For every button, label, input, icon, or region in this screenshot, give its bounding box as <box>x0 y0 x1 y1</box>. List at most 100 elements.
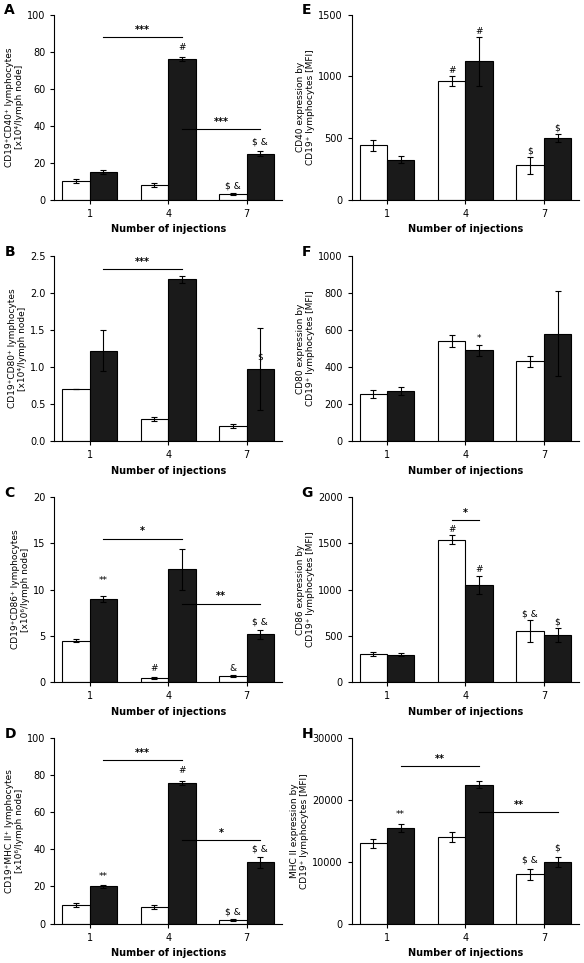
Bar <box>387 655 415 683</box>
Text: &: & <box>230 664 237 673</box>
Y-axis label: CD86 expression by
CD19⁺ lymphocytes [MFI]: CD86 expression by CD19⁺ lymphocytes [MF… <box>296 532 315 647</box>
Bar <box>168 569 196 683</box>
Text: G: G <box>301 486 313 500</box>
Bar <box>246 153 274 200</box>
Y-axis label: CD19⁺CD86⁺ lymphocytes
[x10⁶/lymph node]: CD19⁺CD86⁺ lymphocytes [x10⁶/lymph node] <box>11 530 30 649</box>
X-axis label: Number of injections: Number of injections <box>110 949 226 958</box>
Text: **: ** <box>513 800 523 810</box>
Text: ***: *** <box>135 24 150 35</box>
Text: $: $ <box>555 617 561 627</box>
Text: *: * <box>140 527 145 536</box>
Bar <box>141 678 168 683</box>
Text: **: ** <box>435 754 445 764</box>
Bar <box>544 138 571 200</box>
Y-axis label: CD80 expression by
CD19⁺ lymphocytes [MFI]: CD80 expression by CD19⁺ lymphocytes [MF… <box>296 291 315 406</box>
Text: #: # <box>151 664 158 673</box>
Bar <box>387 391 415 441</box>
Bar <box>246 635 274 683</box>
Bar <box>62 905 90 924</box>
Text: **: ** <box>99 872 108 881</box>
Bar <box>62 181 90 200</box>
Bar <box>168 279 196 441</box>
Text: $: $ <box>555 844 561 852</box>
Bar <box>465 62 493 200</box>
Text: #: # <box>448 525 456 534</box>
Text: F: F <box>301 245 311 259</box>
Bar <box>141 907 168 924</box>
Text: B: B <box>5 245 15 259</box>
Bar <box>246 369 274 441</box>
Text: $: $ <box>555 123 561 133</box>
Text: A: A <box>5 4 15 17</box>
Text: $ &: $ & <box>522 856 538 865</box>
Bar <box>516 631 544 683</box>
Text: #: # <box>475 565 483 574</box>
Text: C: C <box>5 486 15 500</box>
Text: ***: *** <box>135 257 150 267</box>
Bar <box>465 351 493 441</box>
Bar <box>219 676 246 683</box>
Text: $ &: $ & <box>252 617 268 627</box>
Text: $ &: $ & <box>522 610 538 618</box>
Text: $ &: $ & <box>225 907 241 916</box>
Bar <box>90 351 117 441</box>
Bar <box>90 599 117 683</box>
Bar <box>168 59 196 200</box>
X-axis label: Number of injections: Number of injections <box>110 707 226 716</box>
Y-axis label: MHC II expression by
CD19⁺ lymphocytes [MFI]: MHC II expression by CD19⁺ lymphocytes [… <box>290 773 309 889</box>
Bar <box>516 361 544 441</box>
Bar <box>141 185 168 200</box>
Text: $ &: $ & <box>225 182 241 191</box>
Text: ***: *** <box>135 748 150 758</box>
Text: **: ** <box>396 810 405 819</box>
Text: #: # <box>178 767 186 775</box>
Bar <box>516 166 544 200</box>
Bar <box>219 920 246 924</box>
Text: E: E <box>301 4 311 17</box>
Bar <box>438 81 465 200</box>
Y-axis label: CD19⁺CD80⁺ lymphocytes
[x10⁴/lymph node]: CD19⁺CD80⁺ lymphocytes [x10⁴/lymph node] <box>8 289 27 408</box>
X-axis label: Number of injections: Number of injections <box>408 224 523 234</box>
Bar <box>360 844 387 924</box>
Bar <box>387 160 415 200</box>
Y-axis label: CD19⁺CD40⁺ lymphocytes
[x10⁴/lymph node]: CD19⁺CD40⁺ lymphocytes [x10⁴/lymph node] <box>5 47 25 167</box>
Bar <box>62 389 90 441</box>
Bar <box>219 427 246 441</box>
Bar <box>246 863 274 924</box>
Bar <box>438 837 465 924</box>
Text: #: # <box>178 42 186 52</box>
Bar <box>168 783 196 924</box>
Text: $: $ <box>527 146 533 155</box>
X-axis label: Number of injections: Number of injections <box>408 707 523 716</box>
Bar <box>465 586 493 683</box>
Bar <box>516 874 544 924</box>
Bar <box>360 654 387 683</box>
Bar <box>544 333 571 441</box>
Text: *: * <box>218 828 224 838</box>
Text: $ &: $ & <box>252 845 268 853</box>
Bar <box>544 635 571 683</box>
Bar <box>360 394 387 441</box>
Text: #: # <box>448 66 456 75</box>
Bar <box>219 195 246 200</box>
Y-axis label: CD19⁺MHC II⁺ lymphocytes
[x10⁶/lymph node]: CD19⁺MHC II⁺ lymphocytes [x10⁶/lymph nod… <box>5 769 25 893</box>
X-axis label: Number of injections: Number of injections <box>110 224 226 234</box>
Bar <box>360 145 387 200</box>
Bar <box>438 341 465 441</box>
Bar <box>90 172 117 200</box>
X-axis label: Number of injections: Number of injections <box>408 949 523 958</box>
Y-axis label: CD40 expression by
CD19⁺ lymphocytes [MFI]: CD40 expression by CD19⁺ lymphocytes [MF… <box>296 49 315 165</box>
Text: D: D <box>5 727 16 742</box>
Text: *: * <box>463 508 468 518</box>
Text: **: ** <box>99 576 108 586</box>
Text: $ &: $ & <box>252 137 268 146</box>
X-axis label: Number of injections: Number of injections <box>110 466 226 476</box>
Text: $: $ <box>258 352 263 361</box>
Text: H: H <box>301 727 313 742</box>
Bar <box>90 887 117 924</box>
Bar <box>387 828 415 924</box>
Bar <box>544 862 571 924</box>
Text: ***: *** <box>214 117 228 127</box>
Text: #: # <box>475 27 483 36</box>
Bar <box>141 419 168 441</box>
